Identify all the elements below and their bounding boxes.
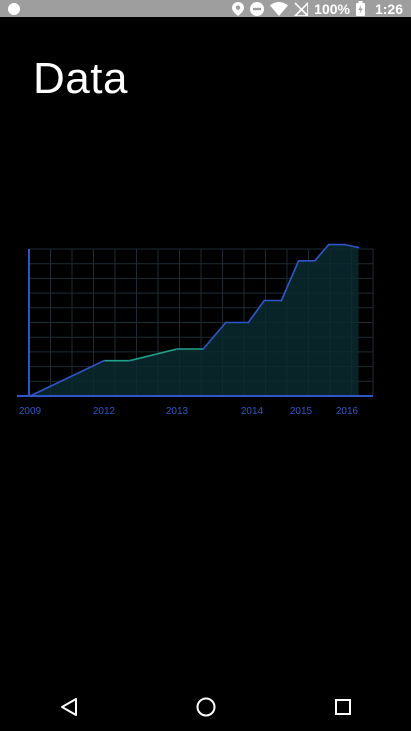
app-notification-icon: [8, 2, 20, 15]
data-point: [314, 260, 316, 262]
recents-button[interactable]: [319, 683, 367, 731]
data-point: [297, 260, 300, 262]
x-tick-label: 2015: [290, 406, 313, 417]
x-tick-label: 2009: [19, 406, 42, 417]
area-chart: 2009 2012 2013 2014 2015 2016: [17, 243, 374, 417]
x-tick-label: 2014: [241, 406, 264, 417]
series-line: [29, 243, 360, 397]
data-point: [327, 243, 330, 246]
series-line-segment: [343, 243, 360, 249]
back-icon: [60, 698, 77, 716]
chart: 2009 2012 2013 2014 2015 2016: [0, 236, 411, 426]
area-fill: [30, 244, 359, 396]
data-point: [280, 299, 283, 302]
series-line-segment: [29, 359, 105, 397]
series-line-segment: [202, 321, 227, 350]
clock: 1:26: [374, 0, 403, 17]
series-line-segment: [128, 348, 178, 362]
data-point: [202, 348, 204, 350]
series-line-segment: [313, 243, 330, 262]
data-point: [176, 348, 178, 350]
navigation-bar: [0, 683, 411, 731]
series-line-segment: [247, 299, 266, 324]
wifi-icon: [270, 1, 289, 16]
x-tick-label: 2016: [336, 406, 359, 417]
data-point: [103, 359, 105, 362]
data-point: [128, 359, 131, 362]
location-icon: [232, 1, 245, 16]
back-button[interactable]: [45, 683, 93, 731]
x-tick-labels: 2009 2012 2013 2014 2015 2016: [19, 406, 359, 417]
status-left: [8, 2, 20, 15]
data-point: [225, 321, 227, 324]
battery-percent: 100%: [314, 0, 350, 17]
status-bar: 100% 1:26: [0, 0, 411, 17]
x-tick-label: 2012: [93, 406, 116, 417]
series-line-segment: [280, 259, 300, 302]
data-point: [247, 321, 250, 324]
status-right: 100% 1:26: [232, 1, 403, 17]
battery-icon: [355, 1, 365, 16]
data-point: [357, 246, 360, 249]
do-not-disturb-icon: [250, 1, 265, 16]
data-point: [263, 299, 266, 302]
x-tick-label: 2013: [166, 406, 189, 417]
page-title: Data: [33, 54, 128, 103]
no-sim-icon: [294, 1, 309, 16]
recents-icon: [334, 699, 351, 715]
home-icon: [196, 697, 215, 717]
data-point: [343, 243, 346, 246]
home-button[interactable]: [182, 683, 230, 731]
